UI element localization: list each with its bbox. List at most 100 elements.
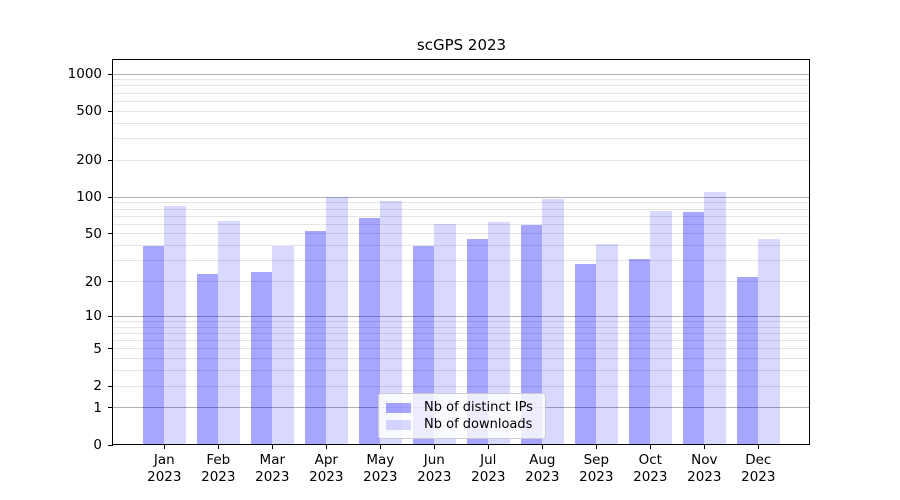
y-tick-label: 20	[84, 273, 102, 290]
x-tick-year: 2023	[687, 469, 722, 485]
gridline-minor	[113, 385, 810, 387]
y-tick-label: 500	[76, 103, 102, 120]
x-tick-label-apr: Apr 2023	[294, 452, 358, 486]
legend-swatch-downloads-icon	[386, 419, 411, 430]
x-tick-label-nov: Nov 2023	[672, 452, 736, 486]
x-tick-label-may: May 2023	[348, 452, 412, 486]
x-tick-month: Jul	[480, 452, 497, 468]
x-tick-year: 2023	[471, 469, 506, 485]
gridline-major	[113, 315, 810, 317]
x-tick-year: 2023	[147, 469, 182, 485]
bar-distinct-ips-may	[358, 217, 381, 445]
x-tick-year: 2023	[579, 469, 614, 485]
gridline-minor	[113, 92, 810, 94]
legend: Nb of distinct IPs Nb of downloads	[378, 393, 546, 439]
x-tick-month: May	[366, 452, 395, 468]
gridline-minor	[113, 332, 810, 334]
y-tick-label: 50	[84, 225, 102, 242]
bar-downloads-jul	[488, 221, 510, 445]
bar-downloads-jan	[164, 205, 186, 445]
bar-downloads-apr	[326, 197, 348, 445]
gridline-minor	[113, 85, 810, 87]
legend-swatch-distinct-ips-icon	[386, 402, 411, 413]
x-tick-label-mar: Mar 2023	[240, 452, 304, 486]
bar-distinct-ips-aug	[520, 225, 543, 445]
x-tick	[595, 445, 597, 449]
x-tick-month: Apr	[314, 452, 338, 468]
gridline-minor	[113, 202, 810, 204]
x-tick-month: Mar	[259, 452, 286, 468]
x-tick	[703, 445, 705, 449]
x-tick-month: Aug	[529, 452, 556, 468]
y-tick	[108, 348, 113, 350]
y-tick-label: 0	[93, 437, 102, 453]
bar-distinct-ips-dec	[736, 276, 759, 445]
x-tick-year: 2023	[363, 469, 398, 485]
gridline-minor	[113, 340, 810, 341]
bar-downloads-jun	[434, 224, 456, 445]
bar-downloads-sep	[596, 244, 618, 445]
gridline-major	[113, 196, 810, 198]
bar-downloads-nov	[704, 192, 726, 445]
y-tick	[108, 281, 113, 282]
gridline-minor	[113, 138, 810, 140]
y-tick-label: 5	[93, 340, 102, 357]
x-tick-year: 2023	[741, 469, 776, 485]
bar-distinct-ips-nov	[682, 211, 705, 445]
x-tick	[325, 445, 327, 449]
legend-label-distinct-ips: Nb of distinct IPs	[424, 400, 533, 415]
bar-distinct-ips-oct	[628, 258, 651, 445]
y-tick	[108, 159, 113, 161]
bar-distinct-ips-feb	[196, 274, 219, 445]
bar-downloads-mar	[272, 245, 294, 445]
gridline-minor	[113, 320, 810, 322]
x-tick-label-oct: Oct 2023	[618, 452, 682, 486]
x-tick	[487, 445, 489, 449]
x-tick-month: Jun	[423, 452, 445, 468]
bar-distinct-ips-jan	[142, 245, 165, 445]
gridline-minor	[113, 326, 810, 328]
legend-row-distinct-ips: Nb of distinct IPs	[386, 399, 537, 416]
x-tick-label-jun: Jun 2023	[402, 452, 466, 486]
x-tick-year: 2023	[525, 469, 560, 485]
x-tick-year: 2023	[255, 469, 290, 485]
gridline-minor	[113, 348, 810, 350]
x-tick-month: Nov	[691, 452, 718, 468]
x-tick-month: Sep	[583, 452, 610, 468]
y-tick	[108, 196, 113, 198]
gridline-minor	[113, 208, 810, 210]
x-tick-label-aug: Aug 2023	[510, 452, 574, 486]
x-tick-year: 2023	[633, 469, 668, 485]
x-tick-label-jul: Jul 2023	[456, 452, 520, 486]
gridline-major	[113, 73, 810, 75]
x-tick-label-dec: Dec 2023	[726, 452, 790, 486]
y-tick	[108, 233, 113, 235]
gridline-minor	[113, 159, 810, 161]
gridline-minor	[113, 358, 810, 360]
bar-downloads-aug	[542, 198, 564, 445]
x-tick	[433, 445, 435, 449]
bar-downloads-may	[380, 201, 402, 445]
gridline-minor	[113, 122, 810, 124]
x-tick	[649, 445, 651, 449]
y-tick-label: 2	[93, 378, 102, 394]
x-tick	[541, 445, 543, 449]
x-tick-year: 2023	[309, 469, 344, 485]
y-tick-label: 100	[76, 189, 102, 206]
x-tick	[163, 445, 165, 449]
bar-distinct-ips-sep	[574, 264, 597, 445]
legend-row-downloads: Nb of downloads	[386, 416, 537, 433]
gridline-minor	[113, 370, 810, 372]
y-tick	[108, 110, 113, 112]
x-tick-month: Dec	[745, 452, 772, 468]
y-tick-label: 200	[76, 152, 102, 169]
legend-label-downloads: Nb of downloads	[424, 417, 533, 432]
y-tick	[108, 315, 113, 317]
y-tick-label: 1	[93, 399, 102, 416]
gridline-minor	[113, 260, 810, 262]
gridline-minor	[113, 281, 810, 282]
bar-downloads-dec	[758, 239, 780, 445]
y-tick-label: 10	[84, 308, 102, 325]
y-tick	[108, 73, 113, 75]
